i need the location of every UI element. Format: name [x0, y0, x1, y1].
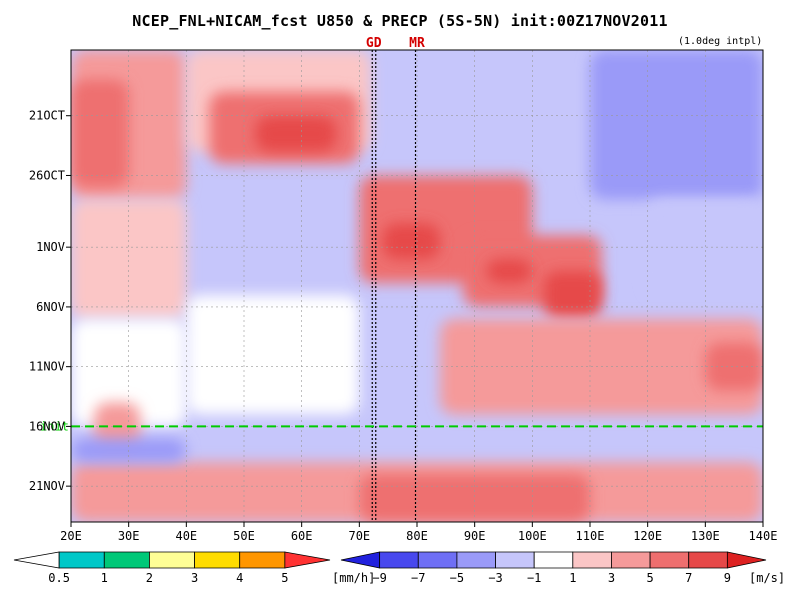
chart-title: NCEP_FNL+NICAM_fcst U850 & PRECP (5S-5N)… — [132, 12, 668, 30]
wind-colorbar: −9 −7 −5 −3 −1 1 3 5 7 9 [m/s] — [340, 551, 785, 585]
wind-swatch-10 — [726, 551, 767, 569]
y-tick-label-6: 21NOV — [29, 479, 65, 493]
wind-tick-5: 1 — [569, 571, 576, 585]
anomaly-region-17 — [705, 342, 763, 391]
site-label-1: MR — [409, 36, 425, 51]
y-tick-label-1: 26OCT — [29, 168, 65, 182]
precip-tick-0: 0.5 — [48, 571, 70, 585]
x-tick-label-1: 30E — [118, 529, 140, 543]
wind-tick-9: 9 — [724, 571, 731, 585]
x-tick-label-4: 60E — [291, 529, 313, 543]
anomaly-region-1 — [71, 199, 187, 319]
wind-tick-4: −1 — [527, 571, 541, 585]
site-label-0: GD — [366, 36, 382, 51]
wind-swatch-5 — [533, 551, 574, 569]
x-tick-label-3: 50E — [233, 529, 255, 543]
wind-tick-0: −9 — [372, 571, 386, 585]
anomaly-region-10 — [255, 115, 337, 152]
anomaly-region-5 — [590, 50, 763, 200]
x-tick-label-10: 120E — [633, 529, 662, 543]
anomaly-region-6 — [647, 199, 763, 295]
site-markers: GD MR — [366, 36, 425, 522]
precip-unit: [mm/h] — [332, 571, 375, 585]
wind-swatch-9 — [688, 551, 728, 569]
x-tick-label-11: 130E — [691, 529, 720, 543]
wind-swatch-2 — [417, 551, 458, 569]
wind-swatch-1 — [379, 551, 419, 569]
anomaly-region-12 — [382, 223, 441, 260]
precip-swatch-4 — [194, 551, 241, 569]
anomaly-region-14 — [486, 259, 533, 284]
x-tick-label-2: 40E — [175, 529, 197, 543]
wind-tick-8: 7 — [685, 571, 692, 585]
wind-swatch-6 — [572, 551, 612, 569]
y-axis-ticks: 21OCT 26OCT 1NOV 6NOV 11NOV 16NOV 21NOV — [29, 109, 71, 493]
precip-tick-1: 1 — [101, 571, 108, 585]
wind-tick-3: −3 — [488, 571, 502, 585]
precip-swatch-5 — [239, 551, 286, 569]
wind-tick-1: −7 — [411, 571, 425, 585]
wind-swatch-4 — [495, 551, 535, 569]
chart-subtitle: (1.0deg intpl) — [678, 36, 763, 47]
wind-swatch-7 — [611, 551, 651, 569]
precip-swatch-2 — [103, 551, 150, 569]
wind-tick-6: 3 — [608, 571, 615, 585]
y-tick-label-4: 11NOV — [29, 360, 65, 374]
x-tick-label-12: 140E — [749, 529, 778, 543]
x-tick-label-7: 90E — [464, 529, 486, 543]
precip-tick-5: 5 — [281, 571, 288, 585]
x-tick-label-0: 20E — [60, 529, 82, 543]
x-tick-label-6: 80E — [406, 529, 428, 543]
init-label: init — [40, 419, 69, 433]
wind-tick-2: −5 — [450, 571, 464, 585]
precip-swatch-6 — [284, 551, 331, 569]
wind-unit: [m/s] — [749, 571, 785, 585]
wind-swatch-8 — [649, 551, 690, 569]
wind-tick-7: 5 — [646, 571, 653, 585]
precip-tick-3: 3 — [191, 571, 198, 585]
precip-colorbar: 0.5 1 2 3 4 5 [mm/h] — [13, 551, 375, 585]
precip-swatch-0 — [13, 551, 60, 569]
x-tick-label-8: 100E — [518, 529, 547, 543]
precip-swatch-3 — [149, 551, 195, 569]
anomaly-region-2 — [71, 318, 187, 427]
precip-tick-2: 2 — [146, 571, 153, 585]
anomaly-region-4 — [186, 294, 360, 415]
wind-swatch-3 — [456, 551, 496, 569]
y-tick-label-2: 1NOV — [36, 240, 65, 254]
precip-swatch-1 — [58, 551, 105, 569]
x-axis-ticks: 20E 30E 40E 50E 60E 70E 80E 90E 100E 110E 120E 130E… — [60, 522, 777, 543]
y-tick-label-3: 6NOV — [36, 300, 65, 314]
anomaly-region-15 — [543, 271, 602, 319]
precip-tick-4: 4 — [236, 571, 243, 585]
init-line: init — [40, 419, 763, 433]
x-tick-label-9: 110E — [576, 529, 605, 543]
y-tick-label-0: 21OCT — [29, 109, 65, 123]
y-tick-label-5: 16NOV — [29, 419, 65, 433]
wind-swatch-0 — [340, 551, 381, 569]
anomaly-region-7 — [71, 79, 129, 188]
x-tick-label-5: 70E — [348, 529, 370, 543]
